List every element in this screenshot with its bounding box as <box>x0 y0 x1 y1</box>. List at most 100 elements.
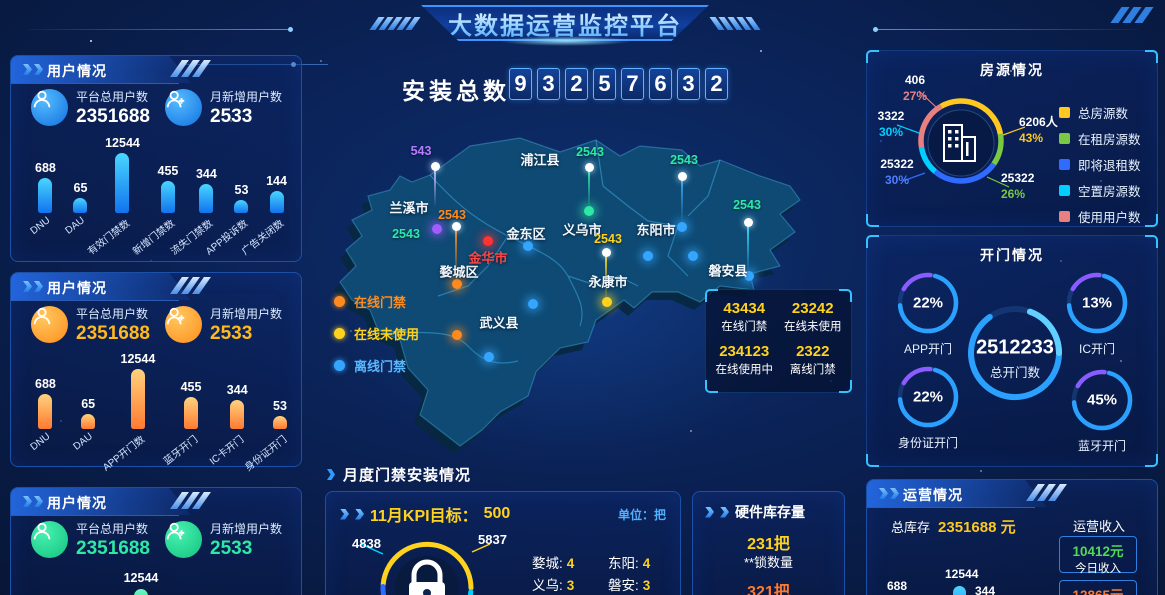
slice-callout: 25322 26% <box>1001 171 1035 201</box>
digit-box: 2 <box>565 68 588 100</box>
bar-DNU: 688 DNU <box>28 377 56 453</box>
bar-身份证开门: 53 身份证开门 <box>243 399 289 474</box>
hardware-title: 硬件库存量 <box>705 502 805 522</box>
door-rings-chart <box>897 272 1133 431</box>
app-banner: 大数据运营监控平台 <box>421 5 709 41</box>
bar <box>230 400 245 429</box>
building-icon <box>943 124 976 162</box>
bar-value: 688 <box>35 161 56 175</box>
bar-category: 身份证开门 <box>243 434 290 474</box>
kpi-city-stat: 磐安: 3 <box>608 578 651 593</box>
donut-callout-lines <box>896 90 1026 188</box>
lock-icon <box>411 559 443 584</box>
legend-swatch <box>1059 107 1070 118</box>
bar-DNU: 688 DNU <box>28 161 56 237</box>
user-add-icon <box>165 89 202 127</box>
banner-glow <box>500 36 632 46</box>
kpi-unit: 单位：把 <box>617 508 666 522</box>
slice-callout: 3322 30% <box>877 109 905 139</box>
bar-category: 有效门禁数 <box>85 218 132 258</box>
revenue-label: 运营收入 <box>1073 519 1126 534</box>
bar-有效门禁数: 12544 有效门禁数 <box>86 136 140 258</box>
bar <box>272 416 287 429</box>
door-panel: 开门情况 22% APP开门 13% IC开门 22% 身份证开门 45% 蓝牙… <box>866 235 1158 467</box>
digit-box: 7 <box>621 68 644 100</box>
map-internal-borders <box>377 139 721 364</box>
kpi-ring-chart <box>360 541 491 595</box>
total-doors-value: 2512233 <box>976 336 1054 359</box>
digit-box: 3 <box>537 68 560 100</box>
chevron-right-icon <box>705 506 714 518</box>
legend-item: 在线门禁 <box>334 292 419 311</box>
bar <box>234 200 249 213</box>
banner-stripes-left <box>369 17 421 30</box>
digit-box: 9 <box>509 68 532 100</box>
lock-count-2: 321把 <box>747 584 790 595</box>
income-box-today: 10412元 今日收入 <box>1059 536 1137 575</box>
bar-value: 688 <box>35 377 56 391</box>
panel-header: 用户情况 <box>11 56 301 84</box>
stat-total-users: 平台总用户数 2351688 <box>31 305 150 345</box>
bar-chart-users-1: 688 DNU 65 DAU 12544 有效门禁数 455 新增门禁数 344 流失门禁数 53 A… <box>28 136 287 258</box>
map-stats-box: 43434 在线门禁 23242 在线未使用 234123 在线使用中 2322 离线门… <box>705 289 852 393</box>
kpi-panel: 11月KPI目标： 500 单位：把 4838 5837 婺城: 4 东阳: 4 义… <box>325 491 681 595</box>
legend-dot-offline <box>334 360 345 371</box>
legend-item: 使用用户数 <box>1059 207 1141 226</box>
bar-value: 455 <box>180 380 202 394</box>
kpi-city-stat: 义乌: 3 <box>532 578 575 593</box>
bar-DAU: 65 DAU <box>72 397 96 453</box>
building-windows <box>948 130 969 156</box>
bar-value: 344 <box>195 167 217 181</box>
bar-category: DAU <box>63 215 88 237</box>
stat-cell: 2322 离线门禁 <box>789 343 836 376</box>
digit-box: 6 <box>649 68 672 100</box>
ring-label: APP开门 <box>903 342 953 356</box>
header-stripes <box>170 492 212 509</box>
bar-value: 12544 <box>120 352 156 366</box>
housing-title: 房源情况 <box>980 62 1044 78</box>
lock-count-label: **锁数量 <box>743 555 794 570</box>
page-title: 大数据运营监控平台 <box>448 6 682 41</box>
bar-广告关闭数: 144 广告关闭数 <box>240 174 287 258</box>
header-stripes <box>170 60 212 77</box>
legend-dot-unused <box>334 328 345 339</box>
legend-swatch <box>1059 133 1070 144</box>
total-doors-label: 总开门数 <box>989 366 1041 380</box>
ring-label: IC开门 <box>1078 342 1116 356</box>
legend-item: 在租房源数 <box>1059 129 1141 148</box>
bar-流失门禁数: 344 流失门禁数 <box>169 167 217 258</box>
bar-value: 65 <box>73 181 88 195</box>
corner-stripes <box>1110 7 1154 23</box>
stat-cell: 43434 在线门禁 <box>721 300 768 333</box>
bar-category: DNU <box>28 431 53 454</box>
section-title-monthly: 月度门禁安装情况 <box>327 464 471 485</box>
bar <box>199 184 214 213</box>
panel-header: 用户情况 <box>11 488 301 516</box>
bar <box>160 181 175 213</box>
bar-category: 蓝牙开门 <box>161 434 201 468</box>
bar-category: APP开门数 <box>100 434 148 474</box>
bar-category: DAU <box>71 431 95 453</box>
bar-value: 65 <box>81 397 96 411</box>
user-panel-1: 用户情况 平台总用户数 2351688 月新增用户数 2533 688 DNU 65 DA… <box>10 55 302 262</box>
double-chevron-icon <box>23 64 43 75</box>
header-stripes <box>170 277 212 294</box>
hardware-panel: 硬件库存量 231把 **锁数量 321把 <box>692 491 845 595</box>
bar-新增门禁数: 455 新增门禁数 <box>131 164 179 258</box>
double-chevron-icon <box>23 496 43 507</box>
banner-stripes-right <box>709 17 761 30</box>
header-line-right <box>873 27 1138 32</box>
slice-callout: 25322 30% <box>880 157 914 187</box>
ring-label: 身份证开门 <box>897 436 959 450</box>
bar-value: 455 <box>157 164 179 178</box>
legend-swatch <box>1059 185 1070 196</box>
legend-item: 即将退租数 <box>1059 155 1141 174</box>
map-legend: 在线门禁 在线未使用 离线门禁 <box>334 292 419 375</box>
bar <box>269 191 284 213</box>
ring-percent: 22% <box>912 388 944 406</box>
user-icon <box>31 89 68 127</box>
map-shape <box>339 137 801 447</box>
bar-value: 53 <box>234 183 249 197</box>
kpi-city-stat: 婺城: 4 <box>532 556 575 571</box>
bar <box>38 178 53 213</box>
